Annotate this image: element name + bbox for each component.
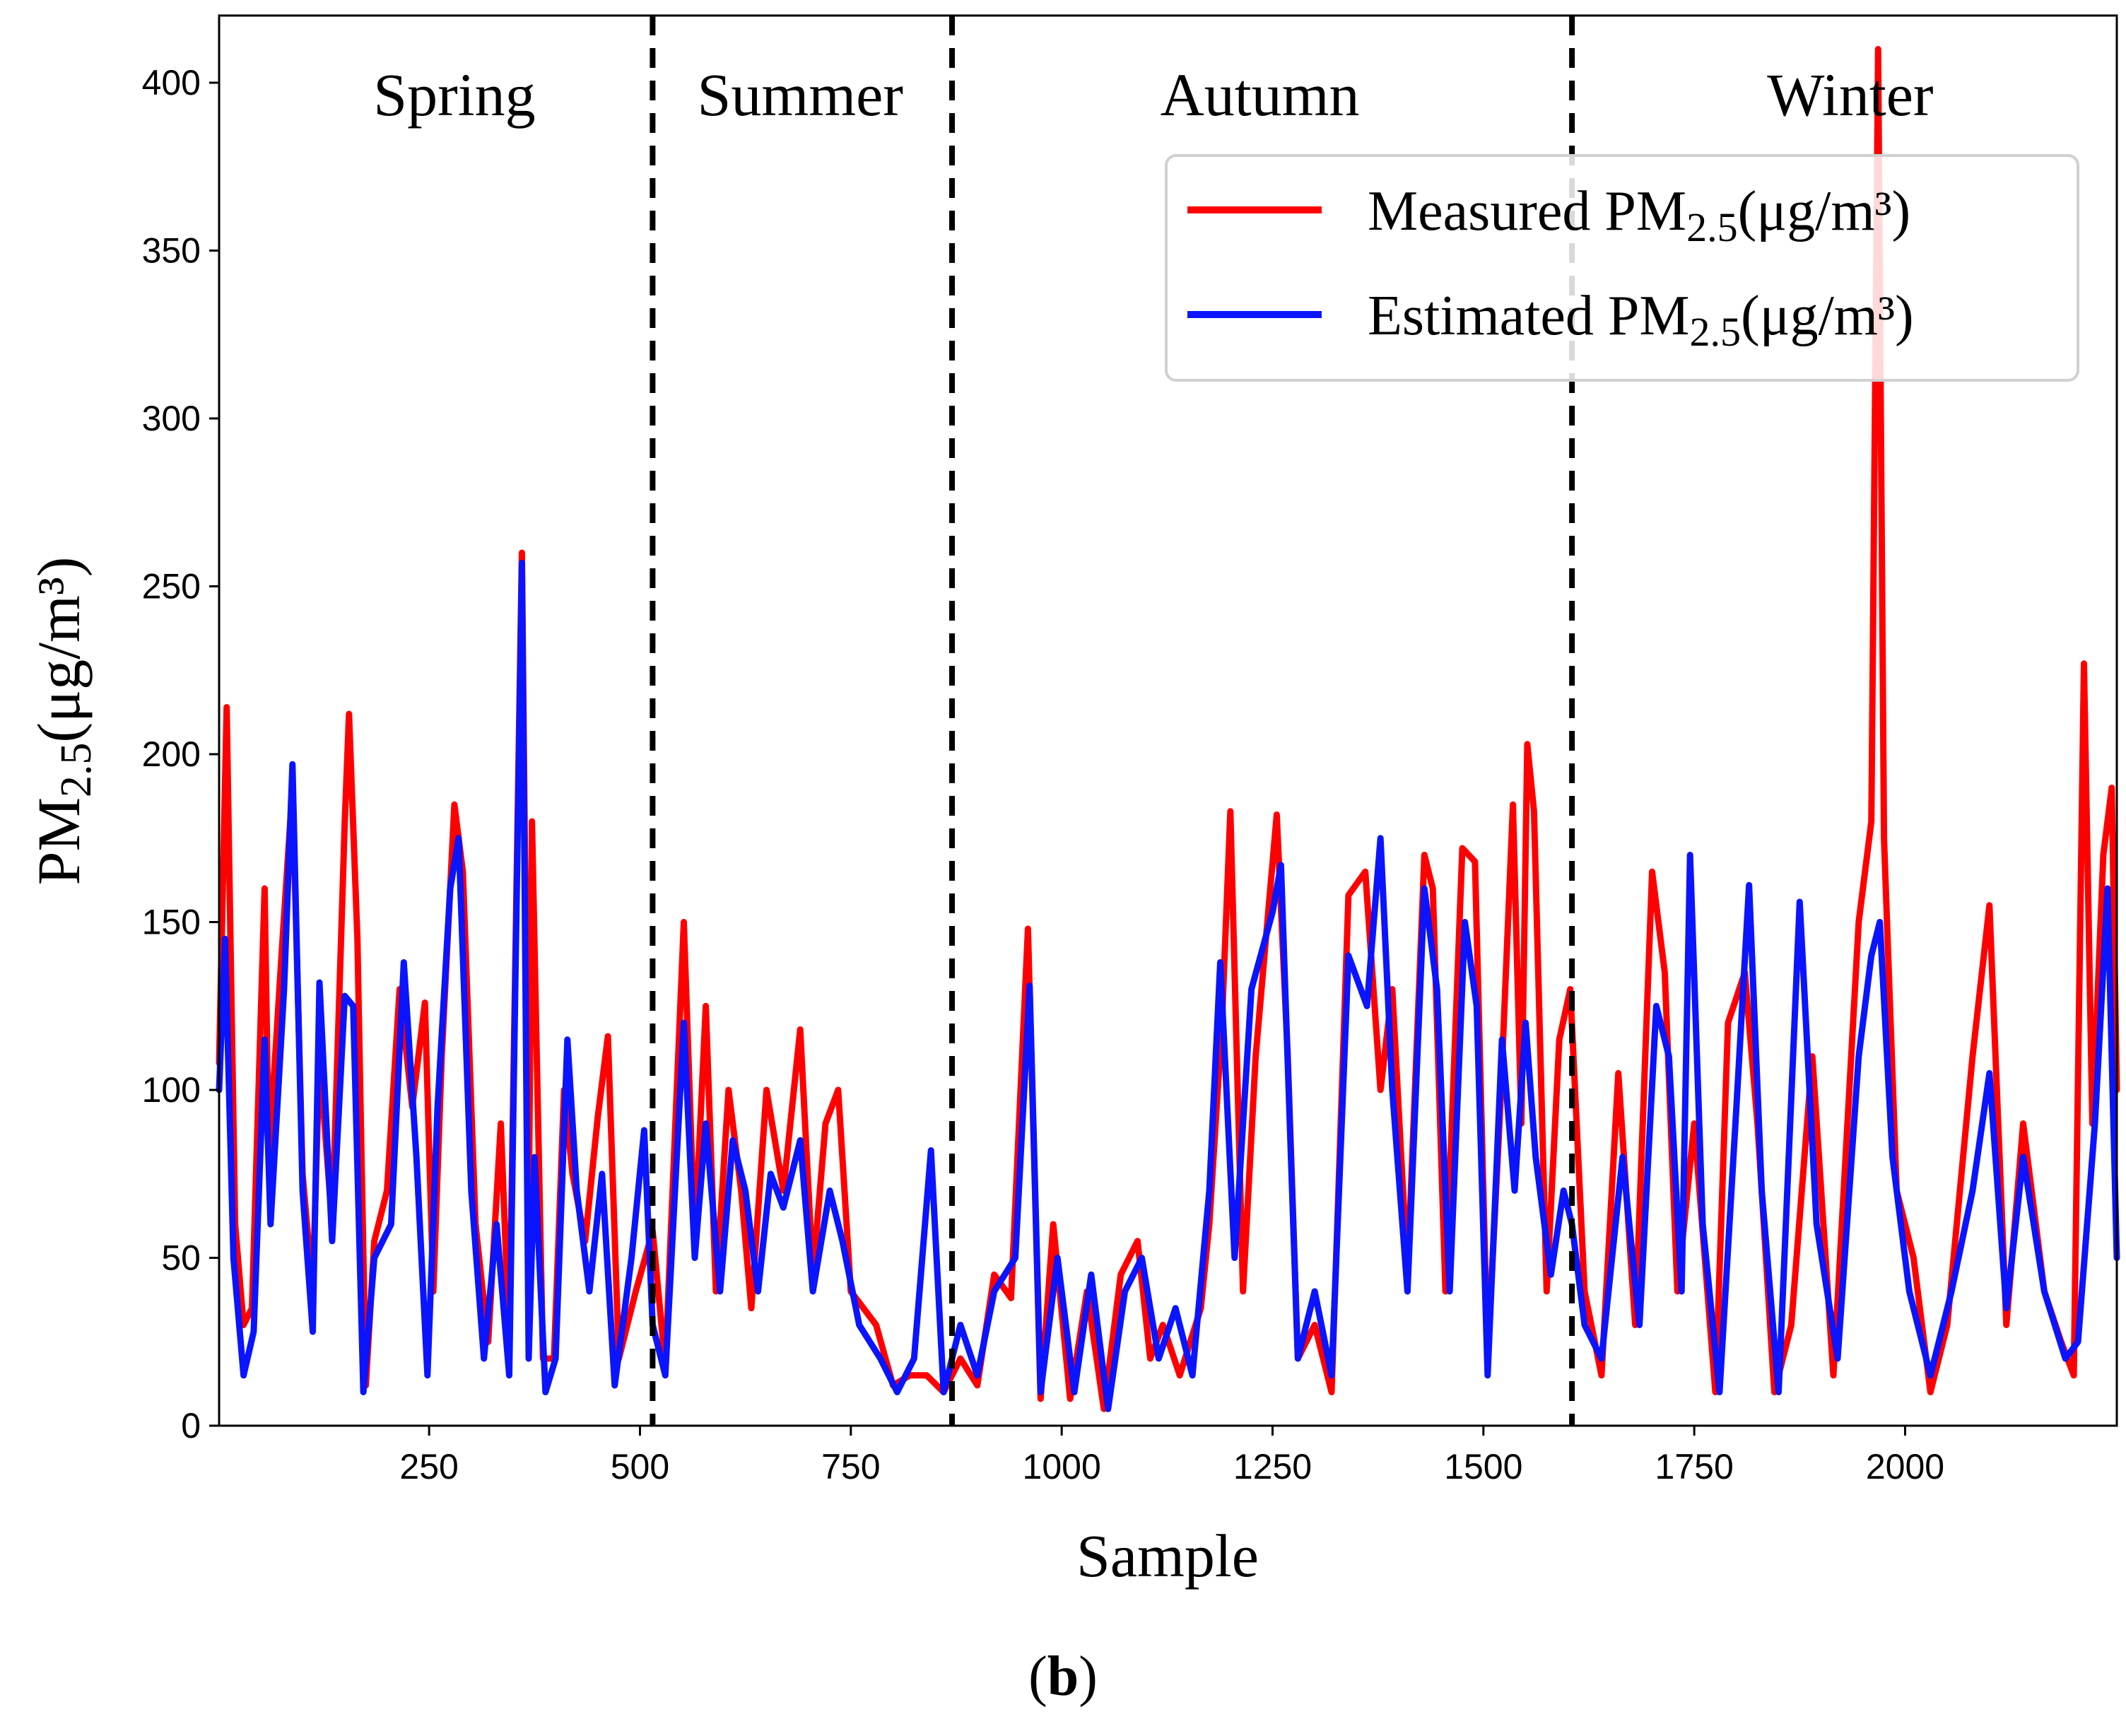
season-label-spring: Spring xyxy=(373,61,535,129)
x-tick-label: 2000 xyxy=(1866,1447,1944,1486)
x-tick-label: 1250 xyxy=(1233,1447,1312,1486)
series-line-estimated xyxy=(216,559,2120,1412)
season-label-winter: Winter xyxy=(1767,61,1933,129)
season-labels: Spring Summer Autumn Winter xyxy=(373,61,1933,129)
x-axis-title: Sample xyxy=(1076,1522,1259,1590)
x-tick-label: 1000 xyxy=(1023,1447,1101,1486)
series-layer xyxy=(216,46,2120,1412)
legend-box xyxy=(1165,154,2079,382)
x-tick-label: 750 xyxy=(821,1447,880,1486)
y-tick-label: 0 xyxy=(181,1406,201,1445)
season-label-summer: Summer xyxy=(697,61,903,129)
x-tick-label: 250 xyxy=(399,1447,458,1486)
y-axis-ticks: 0 50 100 150 200 250 300 350 400 xyxy=(142,63,219,1445)
y-tick-label: 350 xyxy=(142,231,201,271)
x-tick-label: 1500 xyxy=(1444,1447,1522,1486)
season-label-autumn: Autumn xyxy=(1161,61,1360,129)
y-tick-label: 100 xyxy=(142,1070,201,1110)
y-tick-label: 50 xyxy=(161,1238,201,1278)
legend: Measured PM2.5(μg/m³) Estimated PM2.5(μg… xyxy=(1165,154,2079,382)
y-tick-label: 200 xyxy=(142,734,201,774)
y-tick-label: 250 xyxy=(142,567,201,606)
x-axis-ticks: 250 500 750 1000 1250 1500 1750 2000 xyxy=(399,1426,1944,1486)
axes-frame xyxy=(218,14,2118,1427)
y-tick-label: 300 xyxy=(142,399,201,438)
panel-caption: (b) xyxy=(1028,1646,1098,1708)
y-axis-title: PM2.5(μg/m³) xyxy=(25,557,100,886)
legend-label-measured: Measured PM2.5(μg/m³) xyxy=(1368,180,1910,250)
x-tick-label: 500 xyxy=(611,1447,669,1486)
x-tick-label: 1750 xyxy=(1655,1447,1734,1486)
y-tick-label: 400 xyxy=(142,63,201,102)
legend-label-estimated: Estimated PM2.5(μg/m³) xyxy=(1368,285,1914,355)
y-tick-label: 150 xyxy=(142,903,201,942)
